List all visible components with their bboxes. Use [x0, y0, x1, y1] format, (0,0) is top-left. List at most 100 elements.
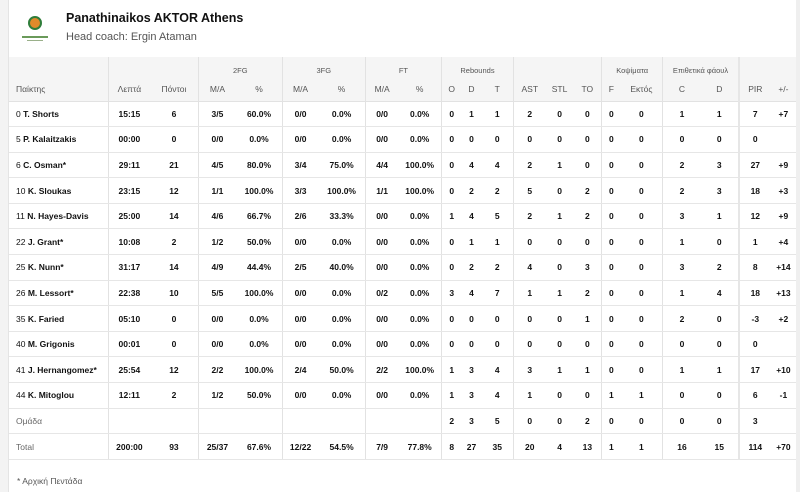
player-number: 5	[16, 134, 21, 145]
stat-cell: 13	[573, 433, 602, 460]
player-cell: 0 T. Shorts	[9, 101, 109, 128]
column-header[interactable]: C	[662, 77, 701, 102]
player-name-link[interactable]: J. Grant*	[27, 236, 64, 247]
stat-cell: 0	[545, 126, 574, 153]
stat-cell: 3	[737, 408, 771, 435]
stat-cell: 1	[620, 433, 663, 460]
stat-cell: 0	[461, 305, 482, 332]
column-header[interactable]: STL	[545, 77, 574, 102]
column-header[interactable]: D	[700, 77, 739, 102]
stat-cell: 0.0%	[398, 228, 442, 256]
stat-cell: 6	[150, 101, 199, 128]
stat-cell: 2	[440, 408, 462, 435]
stat-cell: 4	[461, 280, 482, 307]
stat-cell: 4	[481, 382, 514, 409]
player-name-link[interactable]: T. Shorts	[23, 108, 60, 119]
stat-cell: 0	[150, 305, 199, 332]
column-header[interactable]: Εκτός	[620, 77, 663, 102]
stat-cell	[364, 408, 399, 435]
player-cell: 41 J. Hernangomez*	[9, 356, 109, 384]
stat-cell: 100.0%	[398, 356, 442, 384]
stat-cell: 0	[601, 280, 621, 307]
stat-cell: 1	[601, 433, 621, 460]
stat-cell: +4	[770, 228, 796, 256]
column-header[interactable]: M/A	[364, 77, 399, 102]
stat-cell: 0.0%	[398, 331, 442, 358]
stat-cell: 0	[620, 152, 663, 179]
footnote: * Αρχική Πεντάδα	[17, 476, 83, 486]
player-name-link[interactable]: J. Hernangomez*	[27, 364, 97, 375]
stat-cell: 0	[440, 177, 462, 204]
stat-cell: 3/3	[281, 177, 319, 204]
column-header[interactable]: %	[236, 77, 283, 102]
group-rebounds: Rebounds	[440, 57, 514, 77]
stat-cell: 3	[513, 356, 546, 384]
stat-cell: 0	[601, 408, 621, 435]
stat-cell: 5	[481, 203, 514, 230]
stat-cell: 0	[513, 331, 546, 358]
player-name-link[interactable]: M. Grigonis	[27, 339, 75, 350]
stat-cell: 4/9	[197, 254, 237, 281]
stat-cell: 2/2	[197, 356, 237, 384]
stat-cell: 4	[513, 254, 546, 281]
stat-cell: 4	[481, 356, 514, 384]
stat-cell: 2	[662, 177, 701, 204]
stat-cell: 33.3%	[318, 203, 366, 230]
column-header[interactable]: M/A	[281, 77, 319, 102]
column-header[interactable]: F	[601, 77, 621, 102]
stat-cell: 0	[737, 331, 771, 358]
column-header[interactable]: M/A	[197, 77, 237, 102]
stat-cell: 0	[601, 305, 621, 332]
stat-cell	[150, 408, 199, 435]
player-name-link[interactable]: P. Kalaitzakis	[23, 134, 77, 145]
column-header[interactable]: %	[318, 77, 366, 102]
player-name-link[interactable]: K. Mitoglou	[27, 390, 75, 401]
column-header[interactable]: TO	[573, 77, 602, 102]
column-header[interactable]: O	[440, 77, 462, 102]
player-name-link[interactable]: C. Osman*	[23, 159, 67, 170]
stat-cell: 2	[700, 254, 739, 281]
player-name-link[interactable]: K. Nunn*	[27, 262, 64, 273]
stat-cell: 0	[662, 331, 701, 358]
player-name-link[interactable]: K. Sloukas	[27, 185, 72, 196]
stat-cell: 0/0	[281, 382, 319, 409]
stat-cell: 0	[601, 126, 621, 153]
stat-cell: 3	[700, 152, 739, 179]
column-header[interactable]: Παίκτης	[9, 77, 109, 102]
stat-cell: 12	[150, 356, 199, 384]
player-number: 0	[16, 108, 21, 119]
stat-cell: 0	[481, 126, 514, 153]
column-header[interactable]: %	[398, 77, 442, 102]
column-header[interactable]: PIR	[737, 77, 771, 102]
column-header[interactable]: AST	[513, 77, 546, 102]
column-header[interactable]: Λεπτά	[107, 77, 151, 102]
player-name-link[interactable]: M. Lessort*	[27, 287, 74, 298]
column-header[interactable]: Πόντοι	[150, 77, 199, 102]
stat-cell: 1	[481, 228, 514, 256]
player-number: 25	[16, 262, 26, 273]
stat-cell: 77.8%	[398, 433, 442, 460]
stat-cell: 0	[573, 331, 602, 358]
column-header[interactable]: D	[461, 77, 482, 102]
stat-cell: 1	[461, 101, 482, 128]
stat-cell	[770, 331, 796, 358]
column-header[interactable]: T	[481, 77, 514, 102]
head-coach: Head coach: Ergin Ataman	[66, 31, 197, 43]
stat-cell: 1	[545, 203, 574, 230]
team-row: Ομάδα 2 3 5 0 0 2 0 0 0 0 3	[9, 408, 796, 435]
stat-cell: 1	[440, 203, 462, 230]
stat-cell: 1	[662, 356, 701, 384]
player-number: 10	[16, 185, 26, 196]
player-name-link[interactable]: N. Hayes-Davis	[27, 211, 89, 222]
column-header[interactable]: +/-	[770, 77, 796, 102]
stat-cell: 0	[620, 280, 663, 307]
stat-cell: 0/0	[281, 126, 319, 153]
stat-cell: 0/0	[197, 305, 237, 332]
player-name-link[interactable]: K. Faried	[27, 313, 65, 324]
table-row: 10 K. Sloukas 23:15 12 1/1 100.0% 3/3 100.0% 1/…	[9, 177, 796, 204]
stat-cell: 1	[700, 101, 739, 128]
stat-cell: 0/0	[281, 280, 319, 307]
stat-cell: 4	[461, 152, 482, 179]
stat-cell	[770, 408, 796, 435]
scrollbar[interactable]	[796, 0, 800, 492]
